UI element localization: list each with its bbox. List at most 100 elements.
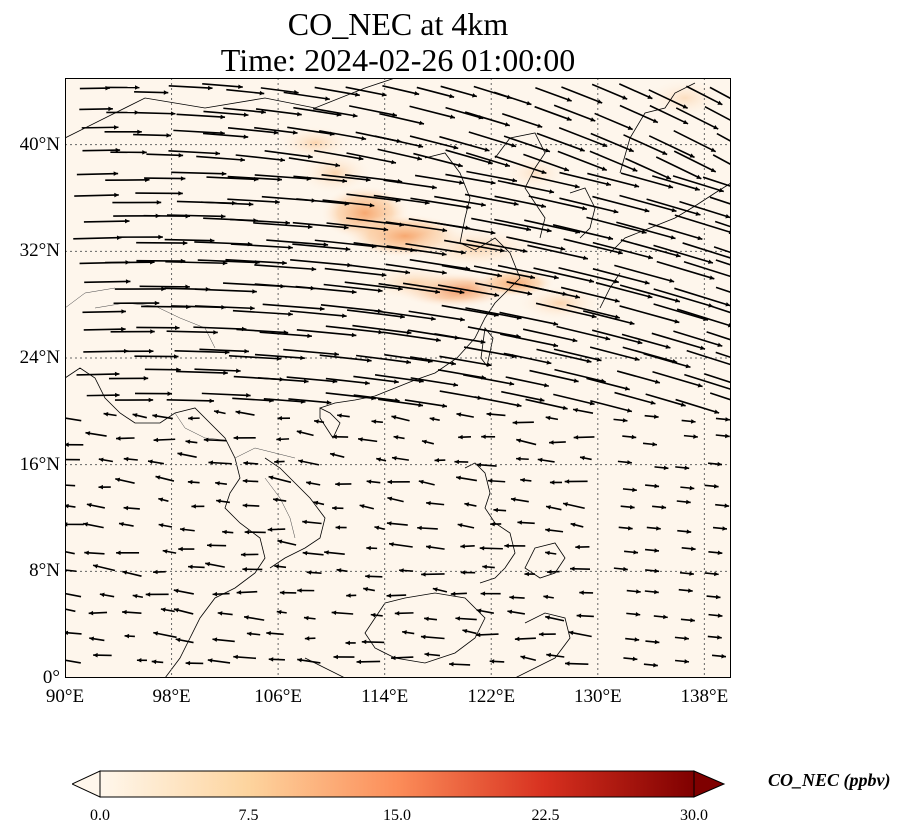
wind-vector-arrow (254, 126, 298, 135)
wind-vector-arrow (680, 485, 695, 491)
wind-vector-arrow (274, 459, 285, 464)
wind-vector-arrow (254, 353, 305, 361)
wind-vector-arrow (257, 377, 309, 384)
wind-vector-arrow (144, 176, 186, 181)
wind-vector-arrow (244, 529, 266, 535)
wind-vector-arrow (297, 588, 315, 593)
wind-vector-arrow (506, 236, 566, 251)
wind-vector-arrow (132, 593, 144, 599)
wind-vector-arrow (377, 148, 423, 161)
wind-vector-arrow (489, 659, 505, 664)
wind-vector-arrow (613, 566, 628, 572)
wind-vector-arrow (673, 129, 717, 153)
wind-vector-arrow (226, 88, 265, 96)
wind-vector-arrow (134, 90, 169, 95)
wind-vector-arrow (480, 591, 501, 596)
wind-vector-arrow (203, 110, 249, 118)
lat-tick-label: 40°N (19, 133, 60, 155)
wind-vector-arrow (115, 348, 154, 354)
wind-vector-arrow (151, 659, 164, 665)
colorbar-extend-max (693, 770, 726, 798)
wind-vector-arrow (329, 452, 345, 458)
wind-vector-arrow (493, 507, 507, 513)
wind-vector-arrow (110, 329, 155, 334)
wind-vector-arrow (89, 636, 105, 642)
wind-vector-arrow (522, 328, 578, 343)
wind-vector-arrow (562, 502, 585, 510)
wind-vector-arrow (212, 591, 230, 597)
wind-vector-arrow (473, 265, 536, 280)
wind-vector-arrow (122, 609, 142, 615)
colorbar-tick-label: 0.0 (90, 807, 110, 824)
wind-vector-arrow (322, 199, 375, 208)
wind-vector-arrow (363, 587, 375, 592)
wind-vector-arrow (583, 310, 635, 326)
wind-vector-arrow (76, 171, 119, 176)
wind-vector-arrow (85, 431, 107, 437)
wind-vector-arrow (371, 419, 384, 424)
wind-vector-arrow (346, 152, 397, 165)
wind-vector-arrow (227, 198, 280, 205)
wind-vector-arrow (215, 481, 227, 486)
wind-vector-arrow (292, 221, 349, 230)
wind-vector-arrow (65, 592, 82, 598)
wind-vector-arrow (545, 527, 564, 533)
wind-vector-arrow (336, 568, 348, 573)
wind-vector-arrow (216, 498, 230, 504)
wind-vector-arrow (653, 614, 668, 620)
lon-tick-label: 98°E (152, 686, 191, 707)
wind-vector-arrow (106, 85, 140, 90)
wind-vector-arrow (559, 197, 619, 214)
wind-vector-arrow (677, 529, 692, 534)
wind-vector-arrow (475, 632, 499, 638)
wind-vector-arrow (108, 376, 149, 381)
wind-vector-arrow (537, 457, 555, 463)
wind-vector-arrow (135, 391, 173, 396)
wind-vector-arrow (205, 561, 225, 568)
wind-vector-arrow (572, 407, 594, 414)
wind-vector-arrow (563, 238, 623, 255)
wind-vector-arrow (185, 660, 204, 666)
wind-vector-arrow (466, 239, 528, 254)
wind-vector-arrow (139, 284, 190, 290)
wind-vector-arrow (74, 192, 119, 198)
wind-vector-arrow (645, 483, 660, 489)
wind-vector-arrow (289, 310, 347, 319)
wind-vector-arrow (493, 91, 532, 106)
wind-vector-arrow (708, 550, 723, 556)
wind-vector-arrow (471, 217, 532, 232)
wind-vector-arrow (208, 460, 232, 465)
colorbar-label: CO_NEC (ppbv) (768, 770, 891, 790)
wind-vector-arrow (277, 539, 297, 546)
wind-vector-arrow (682, 242, 731, 259)
wind-vector-arrow (592, 195, 650, 213)
wind-vector-arrow (179, 527, 195, 532)
wind-vector-arrow (168, 150, 221, 156)
wind-vector-arrow (262, 303, 325, 312)
wind-vector-arrow (626, 612, 641, 617)
wind-vector-arrow (227, 126, 279, 135)
wind-vector-arrow (648, 89, 688, 109)
wind-vector-arrow (481, 434, 496, 439)
colorbar-tick-label: 30.0 (680, 807, 708, 824)
wind-vector-arrow (118, 521, 134, 527)
wind-vector-arrow (319, 129, 367, 141)
wind-vector-arrow (276, 609, 287, 615)
wind-vector-arrow (536, 348, 592, 364)
wind-vector-arrow (439, 135, 490, 152)
wind-vector-arrow (464, 111, 511, 127)
wind-vector-arrow (570, 566, 591, 572)
wind-vector-arrow (535, 86, 572, 102)
wind-vector-arrow (173, 588, 194, 595)
wind-vector-arrow (510, 497, 529, 503)
wind-vector-arrow (712, 526, 728, 531)
wind-vector-arrow (65, 417, 82, 422)
wind-vector-arrow (233, 654, 257, 660)
wind-vector-arrow (333, 654, 355, 660)
wind-vector-arrow (619, 104, 659, 124)
wind-vector-arrow (225, 258, 287, 266)
wind-vector-arrow (652, 504, 667, 510)
wind-vector-arrow (686, 85, 723, 106)
wind-vector-arrow (410, 197, 471, 210)
wind-vector-arrow (379, 112, 425, 126)
